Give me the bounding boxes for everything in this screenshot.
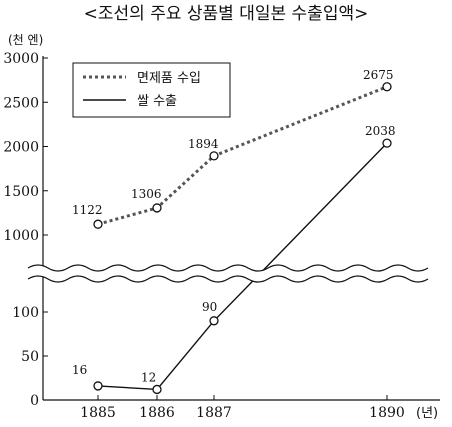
x-axis-unit: (년) bbox=[416, 406, 438, 421]
y-tick-label: 0 bbox=[30, 393, 39, 409]
data-point bbox=[382, 138, 392, 148]
y-tick-label: 100 bbox=[12, 305, 39, 321]
x-tick-label: 1886 bbox=[139, 405, 175, 421]
axis-break bbox=[27, 264, 429, 283]
data-label: 2675 bbox=[363, 68, 394, 82]
axes bbox=[42, 56, 440, 401]
x-tick-label: 1885 bbox=[80, 405, 116, 421]
axis-break-wave-bottom bbox=[27, 275, 429, 283]
y-axis-unit: (천 엔) bbox=[8, 32, 43, 47]
legend-label-rice: 쌀 수출 bbox=[137, 94, 177, 109]
y-tick-label: 1000 bbox=[3, 228, 39, 244]
data-label: 12 bbox=[141, 370, 156, 384]
data-label: 2038 bbox=[365, 124, 396, 138]
y-tick-label: 2000 bbox=[3, 140, 39, 156]
y-tick-label: 3000 bbox=[3, 51, 39, 67]
axis-break-wave-top bbox=[27, 264, 429, 272]
data-label: 16 bbox=[72, 363, 87, 377]
data-label: 90 bbox=[202, 300, 217, 314]
y-tick-label: 50 bbox=[21, 349, 39, 365]
x-tick-label: 1890 bbox=[369, 405, 405, 421]
series-group: 1122 1306 1894 2675 16 12 90 2038 bbox=[72, 68, 396, 395]
data-point bbox=[93, 381, 103, 391]
x-tick-label: 1887 bbox=[196, 405, 232, 421]
data-point bbox=[382, 82, 392, 92]
data-point bbox=[209, 316, 219, 326]
data-point bbox=[152, 384, 162, 395]
axis-break-band bbox=[28, 265, 428, 282]
data-point bbox=[93, 219, 103, 229]
chart-title: <조선의 주요 상품별 대일본 수출입액> bbox=[84, 4, 369, 24]
legend: 면제품 수입 쌀 수출 bbox=[72, 62, 231, 118]
y-tick-label: 1500 bbox=[3, 184, 39, 200]
y-tick-label: 2500 bbox=[3, 95, 39, 111]
y-ticks: 3000 2500 2000 1500 1000 100 50 0 bbox=[3, 51, 48, 409]
data-point bbox=[152, 203, 162, 213]
data-label: 1306 bbox=[131, 187, 162, 201]
data-point bbox=[209, 151, 219, 161]
series-line-0 bbox=[97, 85, 388, 226]
series-line-1 bbox=[97, 142, 388, 391]
x-ticks: 1885 1886 1887 1890 bbox=[80, 395, 405, 421]
data-label: 1894 bbox=[188, 137, 219, 151]
legend-box bbox=[72, 62, 231, 118]
data-label: 1122 bbox=[72, 203, 103, 217]
legend-label-cotton: 면제품 수입 bbox=[137, 71, 201, 86]
